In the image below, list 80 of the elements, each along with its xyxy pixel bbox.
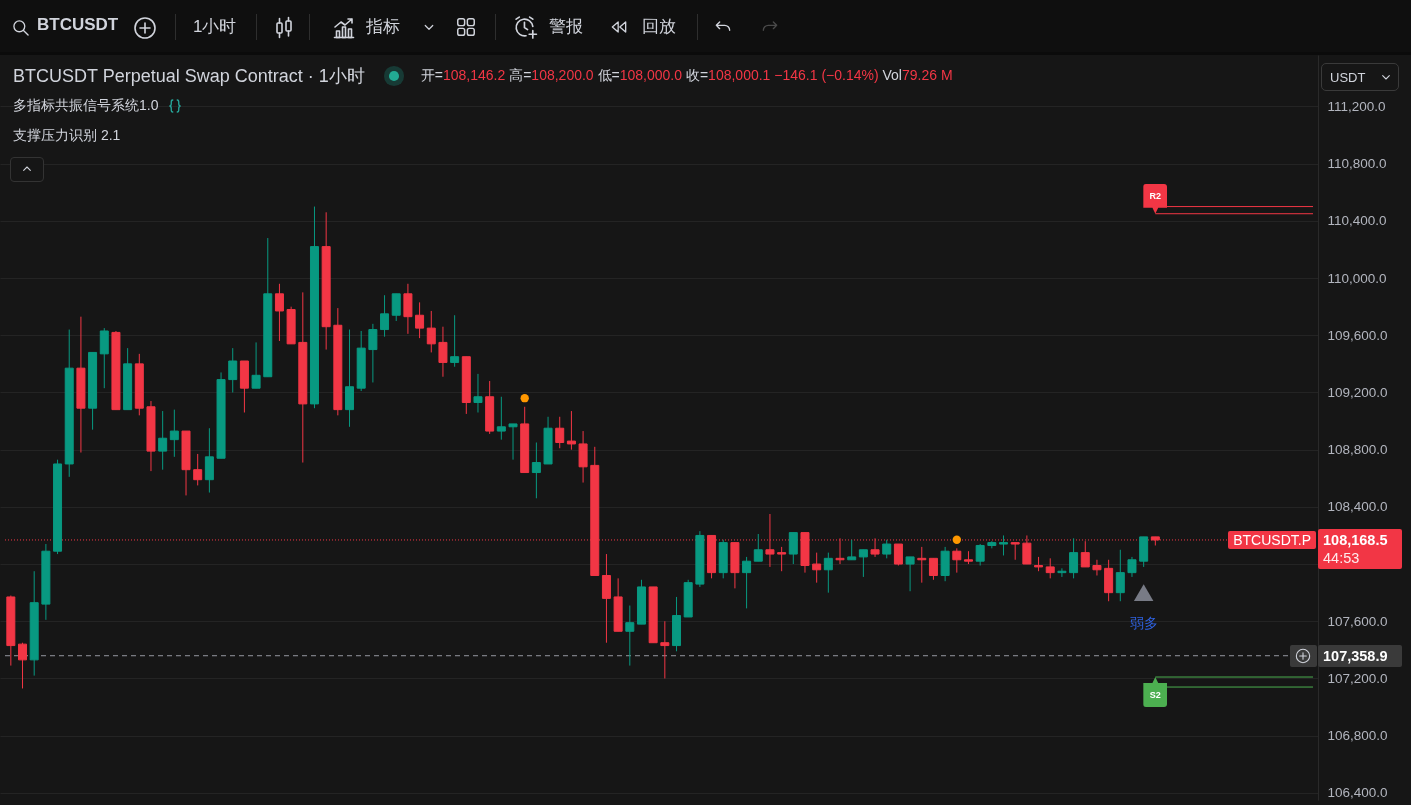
candlestick xyxy=(403,283,413,335)
series-label: 弱多 xyxy=(1129,614,1158,631)
candlestick xyxy=(158,410,168,471)
y-tick-label: 108,400.0 xyxy=(1327,499,1388,515)
candlestick xyxy=(858,549,868,578)
candlestick xyxy=(450,314,460,368)
candlestick xyxy=(777,546,787,572)
ref-line-label: 107,358.9 xyxy=(1318,644,1402,667)
candlestick xyxy=(1092,559,1102,576)
annotation: 支撑压力识别 2.1 xyxy=(13,127,121,143)
candlestick xyxy=(566,410,576,451)
candlestick xyxy=(1115,549,1125,602)
text: BTCUSDT Perpetual Swap Contract · 1小时 xyxy=(13,65,365,88)
candlestick xyxy=(601,553,611,644)
y-tick-label: 111,200.0 xyxy=(1327,98,1386,114)
point xyxy=(952,535,961,544)
candlestick xyxy=(473,373,483,413)
text: 回放 xyxy=(642,17,676,36)
annotation: 多指标共振信号系统1.0 xyxy=(13,97,159,115)
text: 44:53 xyxy=(1323,548,1361,567)
candlestick xyxy=(18,642,28,689)
candlestick xyxy=(415,301,425,339)
candlestick xyxy=(823,552,833,594)
y-tick-label: 108,800.0 xyxy=(1327,442,1388,458)
candlestick xyxy=(193,453,203,486)
text: 开=108,146.2 高=108,200.0 低=108,000.0 收=108,000.1 −146.1 (−0.14%) Vol79.26 M xyxy=(420,67,953,83)
text: USDT xyxy=(1330,69,1366,85)
candlestick xyxy=(391,293,401,322)
candlestick xyxy=(975,543,985,566)
candlestick xyxy=(438,326,448,378)
candlestick xyxy=(380,294,390,338)
candlestick xyxy=(1045,557,1055,579)
candlestick xyxy=(905,556,915,592)
candlestick xyxy=(928,557,938,581)
ref-line-label: R2 xyxy=(1143,183,1168,214)
point xyxy=(520,394,529,403)
candlestick xyxy=(99,327,109,389)
candlestick xyxy=(169,409,179,458)
candlestick xyxy=(496,396,506,441)
candlestick xyxy=(345,329,355,428)
y-tick-label: 110,400.0 xyxy=(1327,213,1387,229)
candlestick xyxy=(555,416,565,449)
text: BTCUSDT xyxy=(37,15,119,34)
candlestick xyxy=(228,347,238,393)
candlestick xyxy=(788,532,798,565)
candlestick xyxy=(753,533,763,562)
candlestick xyxy=(426,310,436,353)
y-tick-label: 109,600.0 xyxy=(1327,327,1388,343)
candlestick xyxy=(882,539,892,559)
candlestick xyxy=(578,430,588,484)
candlestick xyxy=(1127,556,1137,578)
candlestick xyxy=(508,423,518,461)
candlestick xyxy=(660,620,670,679)
candlestick xyxy=(625,605,635,667)
candlestick xyxy=(847,539,857,561)
candlestick xyxy=(251,341,261,389)
text: 警报 xyxy=(549,17,583,36)
text: 指标 xyxy=(366,17,400,36)
ref-line-label: BTCUSDT.P xyxy=(1228,530,1316,549)
y-tick-label: 110,800.0 xyxy=(1327,156,1387,172)
candlestick xyxy=(812,552,822,584)
y-tick-label: 107,200.0 xyxy=(1327,670,1388,686)
candlestick xyxy=(204,427,214,494)
y-tick-label: 107,600.0 xyxy=(1327,613,1388,629)
y-tick-label: 110,000.0 xyxy=(1327,270,1387,286)
text: 108,168.5 xyxy=(1323,530,1389,549)
y-tick-label: 106,400.0 xyxy=(1327,785,1388,801)
point xyxy=(1133,584,1154,602)
candlestick xyxy=(531,442,541,499)
candlestick xyxy=(952,547,962,574)
y-tick-label: 109,200.0 xyxy=(1327,384,1388,400)
ref-line-label: S2 xyxy=(1143,677,1168,708)
candlestick xyxy=(1057,567,1067,578)
y-tick-label: 106,800.0 xyxy=(1327,728,1388,744)
candlestick xyxy=(999,534,1009,556)
candlestick xyxy=(742,556,752,609)
candlestick xyxy=(368,323,378,383)
text: 1小时 xyxy=(193,17,237,36)
candlestick xyxy=(274,283,284,342)
candlestick xyxy=(1069,537,1079,579)
